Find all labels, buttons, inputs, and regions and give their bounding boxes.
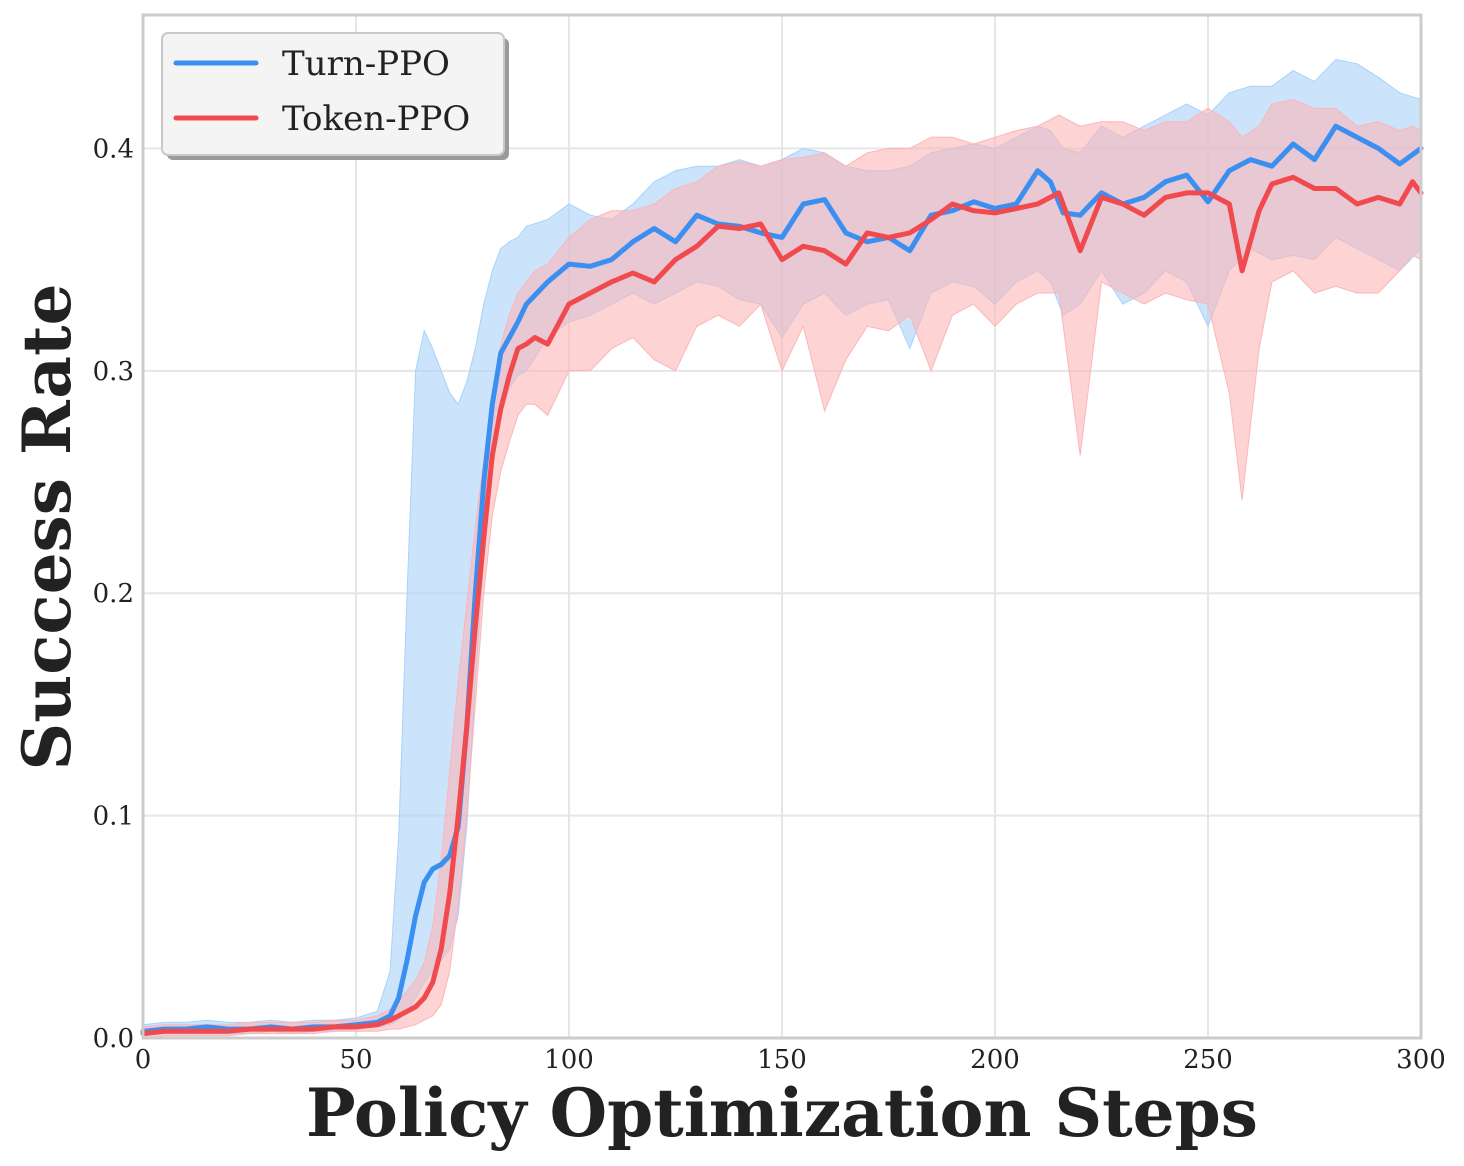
x-tick-label: 250 (1183, 1045, 1233, 1075)
y-axis-title: Success Rate (8, 284, 86, 771)
x-axis-ticks: 0 50 100 150 200 250 300 (135, 1045, 1446, 1075)
y-tick-label: 0.0 (93, 1024, 134, 1054)
y-tick-label: 0.4 (93, 134, 134, 164)
x-tick-label: 50 (339, 1045, 372, 1075)
legend-label-token-ppo: Token-PPO (282, 99, 470, 139)
legend: Turn-PPO Token-PPO (161, 32, 509, 160)
y-axis-ticks: 0.0 0.1 0.2 0.3 0.4 (93, 134, 134, 1054)
y-tick-label: 0.3 (93, 357, 134, 387)
x-tick-label: 300 (1396, 1045, 1446, 1075)
x-tick-label: 150 (757, 1045, 807, 1075)
x-tick-label: 0 (135, 1045, 152, 1075)
x-tick-label: 100 (544, 1045, 594, 1075)
y-tick-label: 0.1 (93, 802, 134, 832)
x-axis-title: Policy Optimization Steps (306, 1074, 1258, 1152)
legend-label-turn-ppo: Turn-PPO (282, 44, 450, 84)
line-turn-ppo (140, 123, 1424, 1034)
y-tick-label: 0.2 (93, 579, 134, 609)
line-token-ppo (140, 174, 1424, 1037)
x-tick-label: 200 (970, 1045, 1020, 1075)
plot-frame (141, 13, 1423, 1040)
series-lines (140, 123, 1424, 1037)
